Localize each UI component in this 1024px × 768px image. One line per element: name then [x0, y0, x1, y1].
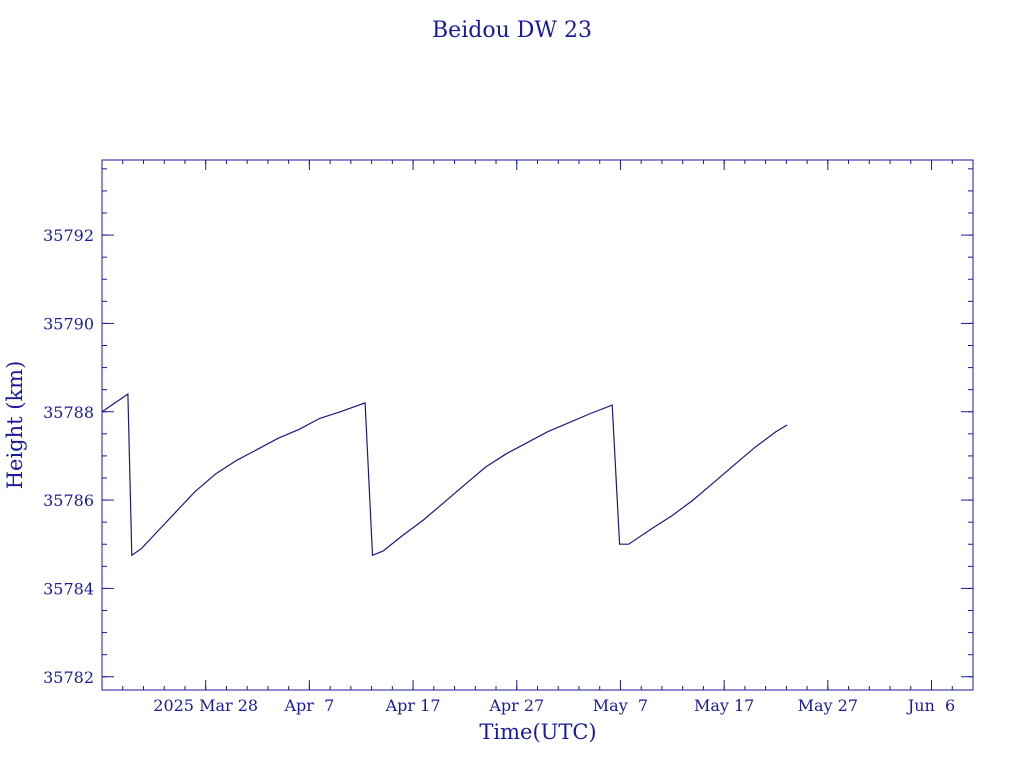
y-tick-label: 35782 [43, 668, 94, 687]
x-axis: 2025 Mar 28 Apr 7 Apr 17 Apr 27 May 7 May 17 M… [101, 160, 974, 715]
y-tick-label: 35784 [43, 579, 94, 598]
chart-title: Beidou DW 23 [432, 18, 592, 43]
x-tick-label: May 17 [694, 696, 754, 715]
plot-area [101, 159, 974, 691]
x-tick-label: Apr 17 [385, 696, 441, 715]
y-axis-title: Height (km) [3, 361, 27, 490]
x-tick-label: May 27 [798, 696, 858, 715]
x-tick-label: Apr 27 [488, 696, 544, 715]
series-line [101, 392, 788, 557]
x-tick-label: Apr 7 [283, 696, 334, 715]
y-axis: 35782 35784 35786 35788 35790 35792 [43, 168, 973, 687]
x-axis-title: Time(UTC) [479, 720, 596, 744]
plot-frame [101, 159, 974, 691]
series-layer [101, 392, 788, 557]
y-tick-label: 35786 [43, 491, 94, 510]
x-tick-label: Jun 6 [906, 696, 955, 715]
x-tick-label: 2025 Mar 28 [153, 696, 258, 715]
y-tick-label: 35788 [43, 403, 94, 422]
y-tick-label: 35790 [43, 314, 94, 333]
y-tick-label: 35792 [43, 226, 94, 245]
x-tick-label: May 7 [593, 696, 648, 715]
